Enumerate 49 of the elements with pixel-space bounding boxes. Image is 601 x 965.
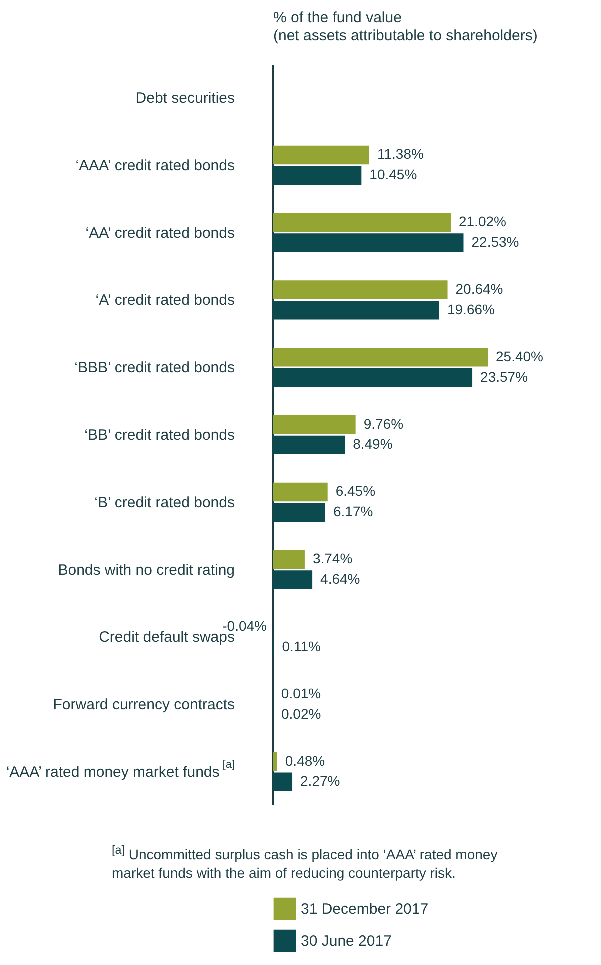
data-label: 6.17% [333,504,374,520]
bar [273,752,278,772]
data-label: 2.27% [300,773,340,790]
bar [273,482,328,502]
bar [273,436,346,455]
bar [273,348,488,367]
data-label: 19.66% [447,301,495,318]
bar [273,415,356,434]
data-label: 25.40% [496,348,544,364]
bar [273,234,464,252]
legend-label: 30 June 2017 [301,933,392,950]
data-label: 0.01% [281,685,322,702]
bar [273,280,448,300]
data-label: 10.45% [370,166,418,183]
y-tick-label: ‘AAA’ credit rated bonds [76,157,235,174]
y-tick-label: ‘BBB’ credit rated bonds [74,360,235,377]
data-label: 0.02% [282,706,322,722]
bar [273,166,362,185]
y-tick-label: Bonds with no credit rating [58,562,235,579]
y-tick-label: ‘AA’ credit rated bonds [86,224,235,242]
y-tick-label: Forward currency contracts [53,696,235,714]
bar [273,146,370,165]
data-label: 22.53% [472,234,520,250]
data-label: 23.57% [480,368,528,385]
text: $^{[a]}$ Uncommitted surplus cash is placed into ‘AAA’ rated money market funds with the aim of reducing counterparty risk. [112,843,499,882]
data-label: 9.76% [364,416,404,432]
data-label: 0.48% [285,752,326,769]
legend-label: 31 December 2017 [301,901,429,918]
bar [273,550,305,569]
bar [273,772,293,792]
data-label: 20.64% [456,281,504,298]
data-label: 0.11% [282,638,321,654]
bar [273,213,451,232]
y-tick-label: ‘BB’ credit rated bonds [84,427,235,444]
y-tick-label: Debt securities [136,90,235,108]
bar [273,503,326,522]
x-axis-title: % of the fund value (net assets attributable to shareholders) [274,10,538,44]
data-label: -0.04% [222,618,267,634]
data-label: 8.49% [353,436,393,452]
y-tick-label: ‘A’ credit rated bonds [96,292,235,310]
data-label: 11.38% [378,146,424,162]
data-label: 4.64% [320,570,360,587]
bar [273,570,313,590]
data-label: 6.45% [336,483,376,500]
y-tick-label: ‘B’ credit rated bonds [94,494,235,512]
bar [273,301,440,320]
data-label: 3.74% [312,550,353,567]
data-label: 21.02% [458,214,506,230]
bar [273,368,473,388]
